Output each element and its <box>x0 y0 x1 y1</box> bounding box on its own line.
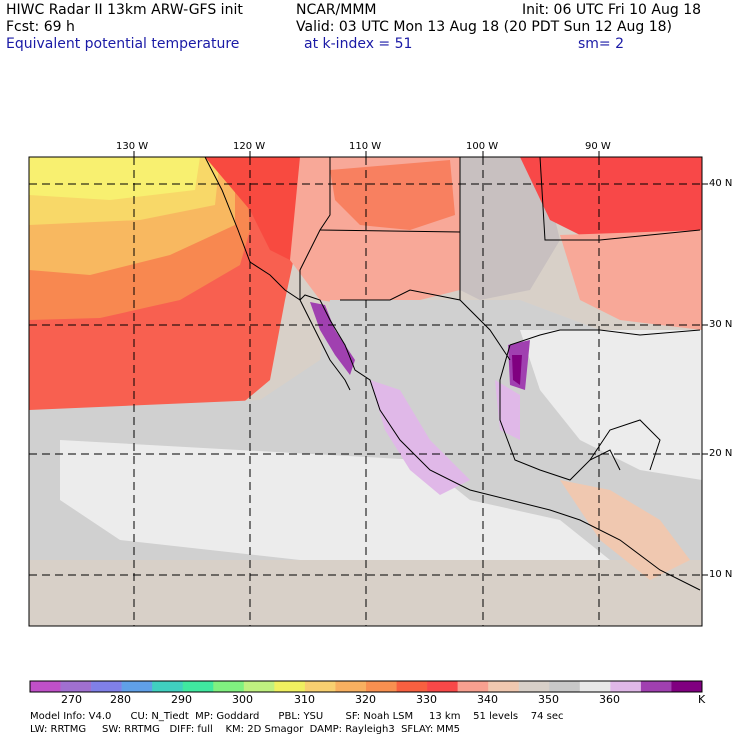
valid-time: Valid: 03 UTC Mon 13 Aug 18 (20 PDT Sun … <box>296 19 673 35</box>
colorbar-swatch <box>457 681 489 692</box>
sierra-madre-lavender <box>370 380 470 495</box>
eastern-us-hot-region <box>520 157 702 245</box>
eastern-pacific-pale-region <box>60 440 610 580</box>
smoothing: sm= 2 <box>578 36 625 52</box>
colorbar-label-310: 310 <box>294 693 315 706</box>
lon-label-90w: 90 W <box>585 141 611 152</box>
colorbar-swatch <box>335 681 367 692</box>
coastlines <box>204 157 701 591</box>
model-title: HIWC Radar II 13km ARW-GFS init <box>6 2 243 18</box>
colorbar-swatch <box>152 681 184 692</box>
colorbar-label-330: 330 <box>416 693 437 706</box>
colorbar-swatch <box>121 681 153 692</box>
latlon-grid <box>29 157 702 626</box>
colorbar-label-340: 340 <box>477 693 498 706</box>
colorbar-swatch <box>30 681 61 692</box>
colorbar-swatch <box>60 681 92 692</box>
yucatan-coast <box>589 419 661 471</box>
colorbar-label-320: 320 <box>355 693 376 706</box>
colorbar-swatch <box>671 681 703 692</box>
colorbar-unit: K <box>698 693 706 706</box>
forecast-hour: Fcst: 69 h <box>6 19 75 35</box>
central-us-region <box>460 157 560 300</box>
colorbar-border <box>29 680 703 693</box>
model-info-line2: LW: RRTMG SW: RRTMG DIFF: full KM: 2D Sm… <box>30 724 460 735</box>
colorbar-swatch <box>488 681 520 692</box>
level-index: at k-index = 51 <box>304 36 413 52</box>
colorbar-label-360: 360 <box>599 693 620 706</box>
colorbar-swatch <box>396 681 428 692</box>
colorbar-swatch <box>91 681 122 692</box>
colorbar-swatch <box>579 681 611 692</box>
lon-label-110w: 110 W <box>349 141 382 152</box>
colorbar-label-290: 290 <box>171 693 192 706</box>
gulf-caribbean-pale-region <box>520 330 702 480</box>
lat-label-40n: 40 N <box>709 178 733 189</box>
us-mexico-border <box>340 289 511 361</box>
colorbar-label-350: 350 <box>538 693 559 706</box>
colorbar-swatch <box>213 681 245 692</box>
colorbar-swatch <box>610 681 642 692</box>
lat-label-20n: 20 N <box>709 448 733 459</box>
init-time: Init: 06 UTC Fri 10 Aug 18 <box>522 2 702 18</box>
colorbar-label-270: 270 <box>61 693 82 706</box>
field-name: Equivalent potential temperature <box>6 36 240 52</box>
western-gulf-lavender <box>495 380 520 440</box>
gulf-of-california-purple <box>310 302 355 375</box>
model-info-line1: Model Info: V4.0 CU: N_Tiedt MP: Goddard… <box>30 711 564 722</box>
lon-label-120w: 120 W <box>233 141 266 152</box>
intermountain-region <box>330 160 455 230</box>
pacific-paleyellow-region <box>29 157 200 200</box>
colorbar-swatch <box>640 681 672 692</box>
colorbar-swatch <box>274 681 306 692</box>
southeast-us-region <box>560 230 702 330</box>
colorbar-swatch <box>427 681 458 692</box>
colorbar-swatch <box>304 681 336 692</box>
colorbar-swatch <box>243 681 275 692</box>
lon-label-100w: 100 W <box>466 141 499 152</box>
us-state-borders-east <box>459 157 701 241</box>
colorbar-swatch <box>182 681 214 692</box>
lat-label-30n: 30 N <box>709 319 733 330</box>
pacific-coastline <box>204 157 351 391</box>
colorbar-swatch <box>518 681 550 692</box>
axis-ticks <box>133 151 708 576</box>
colorbar-swatch <box>366 681 397 692</box>
colorbar <box>29 680 703 693</box>
colorbar-swatch <box>549 681 581 692</box>
colorbar-label-300: 300 <box>232 693 253 706</box>
colorbar-label-280: 280 <box>110 693 131 706</box>
mexico-gulf-coast <box>499 344 621 481</box>
texas-coast-dark-purple <box>512 355 522 385</box>
central-america-region <box>560 480 690 580</box>
gulf-coast <box>509 329 701 346</box>
organization: NCAR/MMM <box>296 2 377 18</box>
mexico-pacific-coast <box>299 294 701 591</box>
lon-label-130w: 130 W <box>116 141 149 152</box>
lat-label-10n: 10 N <box>709 569 733 580</box>
